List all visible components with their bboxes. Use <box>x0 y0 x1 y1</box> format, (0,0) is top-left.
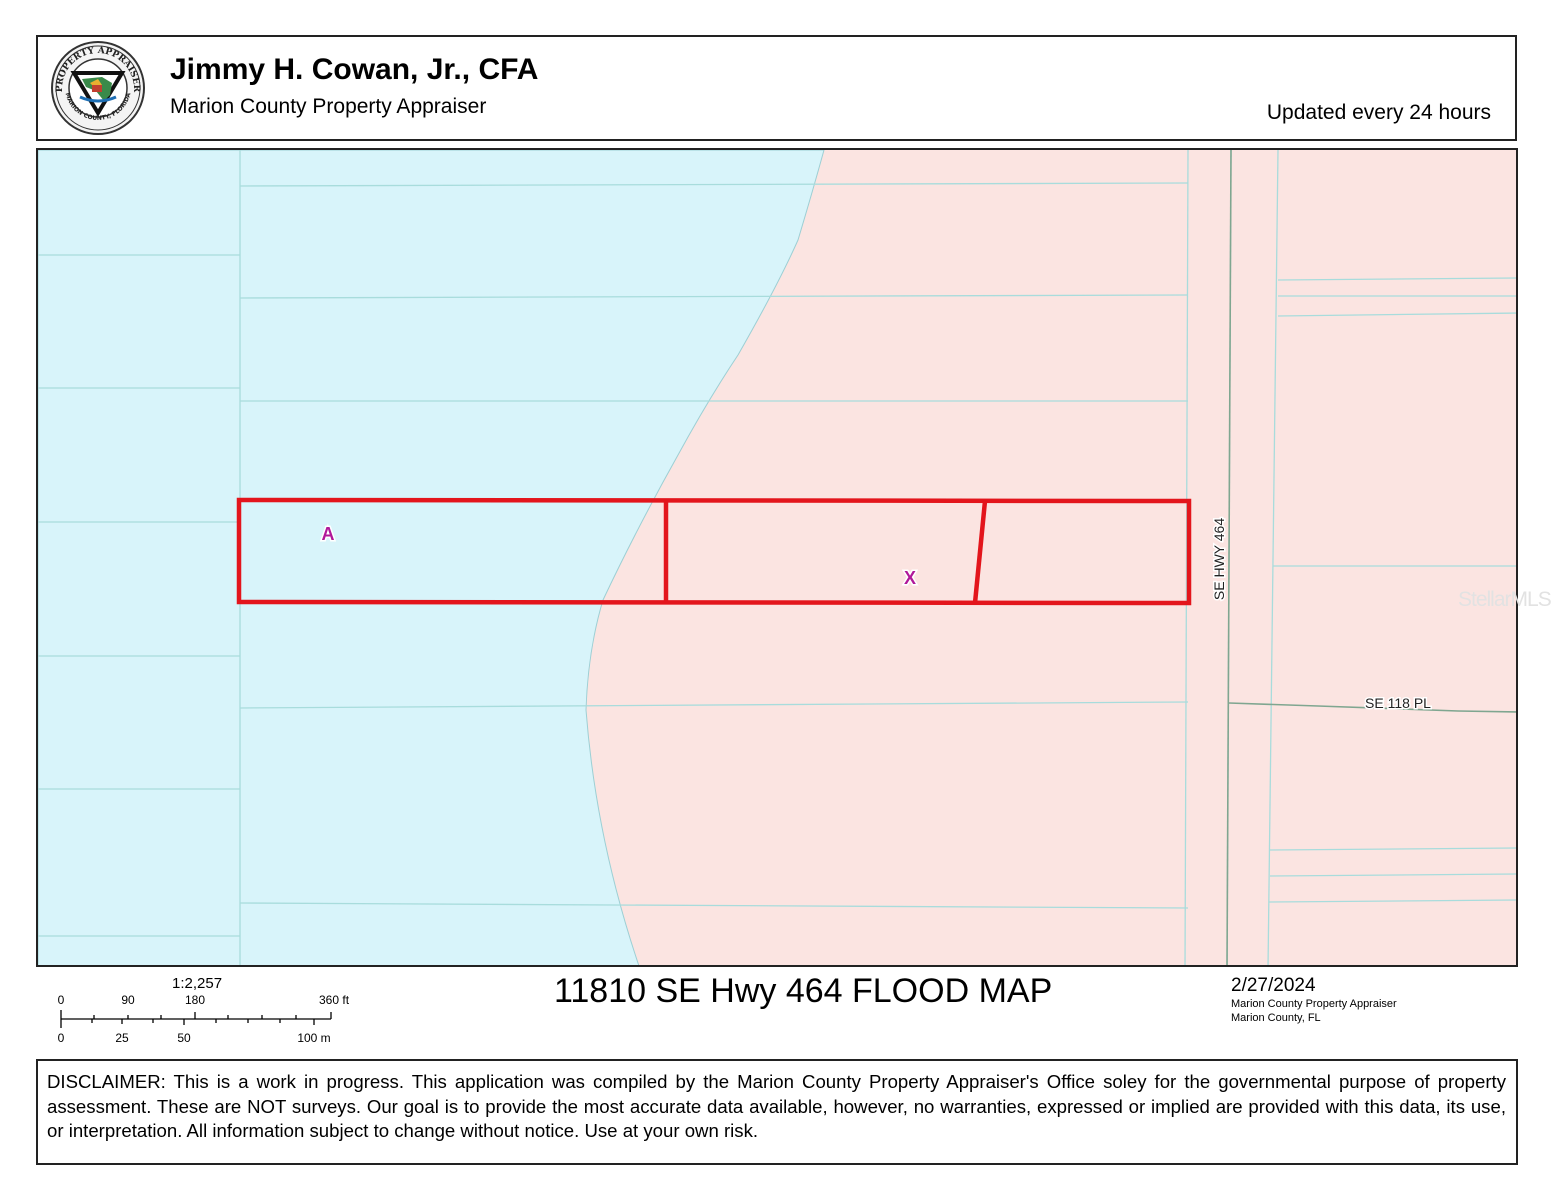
appraiser-name: Jimmy H. Cowan, Jr., CFA <box>170 53 539 86</box>
scale-m-label: 50 <box>177 1031 191 1045</box>
scale-m-label: 100 m <box>297 1031 330 1045</box>
mls-watermark: StellarMLS <box>1458 588 1552 611</box>
parcel-lines <box>38 150 1516 965</box>
scale-ft-label: 0 <box>58 993 65 1007</box>
subject-parcel-outline <box>236 497 1192 606</box>
road-centerlines <box>1226 150 1516 965</box>
scale-ft-label: 180 <box>185 993 205 1007</box>
flood-zone-x-label: X <box>904 568 916 588</box>
credit-location: Marion County, FL <box>1231 1012 1321 1024</box>
scale-m-label: 25 <box>115 1031 129 1045</box>
map-title: 11810 SE Hwy 464 FLOOD MAP <box>554 972 1053 1010</box>
office-name: Marion County Property Appraiser <box>170 95 487 118</box>
property-appraiser-seal-icon: PROPERTY APPRAISER MARION COUNTY, FLORID… <box>51 41 145 135</box>
flood-zone-a-label: A <box>322 524 335 544</box>
disclaimer-text: DISCLAIMER: This is a work in progress. … <box>47 1071 1506 1141</box>
update-frequency-note: Updated every 24 hours <box>1266 101 1491 124</box>
header-banner: PROPERTY APPRAISER MARION COUNTY, FLORID… <box>36 35 1517 141</box>
flood-zone-a-area <box>38 150 825 965</box>
credit-office: Marion County Property Appraiser <box>1231 998 1397 1010</box>
scale-bar: 0 90 180 360 ft 0 25 50 100 m <box>58 993 350 1045</box>
road-label-se-hwy-464: SE HWY 464 <box>1211 518 1227 600</box>
scale-m-label: 0 <box>58 1031 65 1045</box>
disclaimer-box: DISCLAIMER: This is a work in progress. … <box>36 1059 1518 1165</box>
flood-map-drawing: A X SE HWY 464 SE 118 PL <box>38 150 1516 965</box>
scale-ratio: 1:2,257 <box>172 975 223 992</box>
scale-ft-label: 90 <box>121 993 135 1007</box>
map-date: 2/27/2024 <box>1231 975 1316 996</box>
road-label-se-118-pl: SE 118 PL <box>1365 695 1431 711</box>
scale-ft-label: 360 ft <box>319 993 350 1007</box>
flood-map-canvas[interactable]: A X SE HWY 464 SE 118 PL <box>36 148 1518 967</box>
